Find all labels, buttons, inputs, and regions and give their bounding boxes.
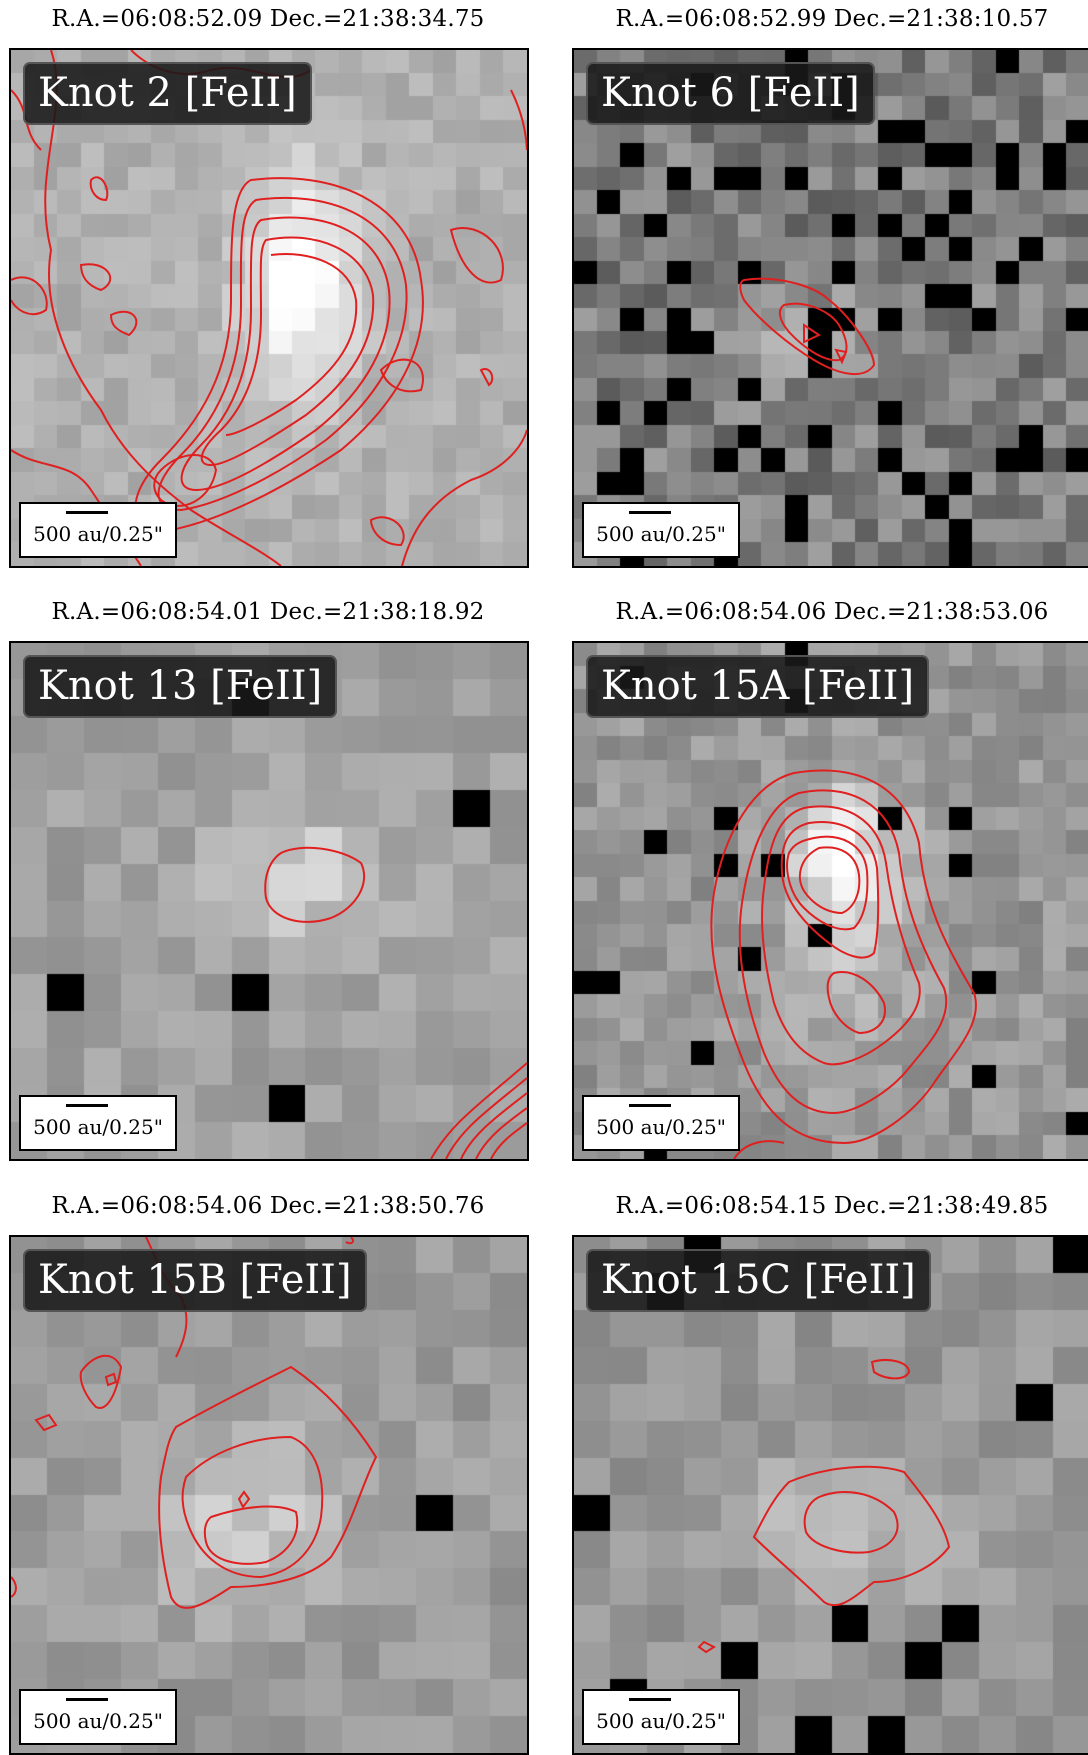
image-panel-knot-15b: Knot 15B [FeII] 500 au/0.25" — [9, 1235, 529, 1755]
scale-bar: 500 au/0.25" — [19, 1689, 177, 1745]
scale-bar: 500 au/0.25" — [19, 502, 177, 558]
coordinate-readout: R.A.=06:08:54.01 Dec.=21:38:18.92 — [51, 599, 485, 625]
knot-label: Knot 15C [FeII] — [586, 1249, 931, 1312]
scale-bar: 500 au/0.25" — [582, 1095, 740, 1151]
grayscale-image — [574, 50, 1088, 566]
scale-bar-label: 500 au/0.25" — [596, 1115, 726, 1139]
contour-overlay — [11, 1237, 378, 1609]
knot-label: Knot 6 [FeII] — [586, 62, 875, 125]
grayscale-image — [11, 50, 527, 566]
image-panel-knot-2: Knot 2 [FeII] 500 au/0.25" — [9, 48, 529, 568]
grayscale-image — [11, 643, 527, 1159]
coordinate-readout: R.A.=06:08:52.99 Dec.=21:38:10.57 — [615, 6, 1049, 32]
knot-label: Knot 15A [FeII] — [586, 655, 930, 718]
contour-overlay — [264, 846, 527, 1159]
contour-overlay — [697, 1359, 951, 1654]
knot-label: Knot 15B [FeII] — [23, 1249, 367, 1312]
image-panel-knot-6: Knot 6 [FeII] 500 au/0.25" — [572, 48, 1088, 568]
scale-bar-label: 500 au/0.25" — [33, 1709, 163, 1733]
scale-bar: 500 au/0.25" — [582, 502, 740, 558]
coordinate-readout: R.A.=06:08:52.09 Dec.=21:38:34.75 — [51, 6, 485, 32]
grayscale-image — [574, 1237, 1088, 1753]
contour-overlay — [739, 277, 876, 376]
coordinate-readout: R.A.=06:08:54.06 Dec.=21:38:53.06 — [615, 599, 1049, 625]
coordinate-readout: R.A.=06:08:54.06 Dec.=21:38:50.76 — [51, 1193, 485, 1219]
scale-bar-line — [66, 511, 108, 514]
image-panel-knot-13: Knot 13 [FeII] 500 au/0.25" — [9, 641, 529, 1161]
coordinate-readout: R.A.=06:08:54.15 Dec.=21:38:49.85 — [615, 1193, 1049, 1219]
contour-overlay — [11, 50, 527, 566]
scale-bar-line — [66, 1698, 108, 1701]
scale-bar-line — [629, 511, 671, 514]
scale-bar-label: 500 au/0.25" — [33, 1115, 163, 1139]
image-panel-knot-15a: Knot 15A [FeII] 500 au/0.25" — [572, 641, 1088, 1161]
scale-bar: 500 au/0.25" — [19, 1095, 177, 1151]
grayscale-image — [11, 1237, 527, 1753]
scale-bar-line — [629, 1698, 671, 1701]
image-panel-knot-15c: Knot 15C [FeII] 500 au/0.25" — [572, 1235, 1088, 1755]
scale-bar-label: 500 au/0.25" — [596, 522, 726, 546]
scale-bar-line — [66, 1104, 108, 1107]
scale-bar: 500 au/0.25" — [582, 1689, 740, 1745]
scale-bar-line — [629, 1104, 671, 1107]
contour-overlay — [710, 769, 977, 1159]
scale-bar-label: 500 au/0.25" — [596, 1709, 726, 1733]
scale-bar-label: 500 au/0.25" — [33, 522, 163, 546]
knot-label: Knot 2 [FeII] — [23, 62, 312, 125]
grayscale-image — [574, 643, 1088, 1159]
knot-label: Knot 13 [FeII] — [23, 655, 338, 718]
